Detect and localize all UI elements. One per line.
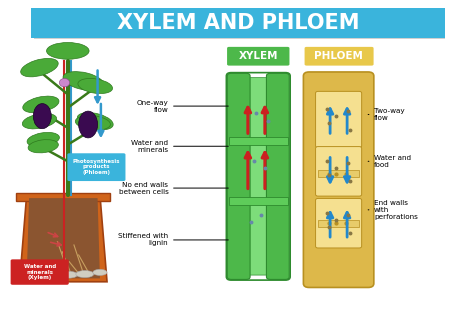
FancyBboxPatch shape bbox=[316, 91, 362, 148]
Text: One-way
flow: One-way flow bbox=[137, 99, 168, 113]
Ellipse shape bbox=[76, 270, 94, 278]
Text: End walls
with
perforations: End walls with perforations bbox=[374, 200, 418, 220]
Text: XYLEM AND PHLOEM: XYLEM AND PHLOEM bbox=[117, 13, 360, 33]
FancyBboxPatch shape bbox=[316, 146, 362, 196]
FancyBboxPatch shape bbox=[303, 72, 374, 288]
FancyBboxPatch shape bbox=[67, 153, 126, 181]
Ellipse shape bbox=[33, 103, 51, 129]
Text: Water and
minerals: Water and minerals bbox=[131, 140, 168, 153]
Ellipse shape bbox=[44, 272, 62, 279]
Ellipse shape bbox=[46, 43, 89, 59]
Text: Water and
food: Water and food bbox=[374, 155, 411, 168]
FancyBboxPatch shape bbox=[266, 73, 289, 280]
Ellipse shape bbox=[21, 58, 58, 77]
FancyBboxPatch shape bbox=[316, 199, 362, 248]
Text: Photosynthesis
products
(Phloem): Photosynthesis products (Phloem) bbox=[73, 159, 120, 175]
FancyBboxPatch shape bbox=[228, 73, 250, 280]
Ellipse shape bbox=[27, 132, 59, 147]
Text: XYLEM: XYLEM bbox=[238, 51, 278, 61]
Ellipse shape bbox=[59, 79, 70, 87]
Text: No end walls
between cells: No end walls between cells bbox=[118, 181, 168, 195]
Bar bbox=[318, 219, 359, 227]
Bar bbox=[318, 170, 359, 177]
Bar bbox=[229, 137, 288, 145]
Polygon shape bbox=[27, 198, 100, 279]
Text: Water and
minerals
(Xylem): Water and minerals (Xylem) bbox=[24, 264, 56, 280]
Ellipse shape bbox=[27, 270, 46, 277]
Ellipse shape bbox=[75, 116, 110, 130]
Text: Two-way
flow: Two-way flow bbox=[374, 108, 405, 121]
FancyBboxPatch shape bbox=[10, 259, 69, 285]
Ellipse shape bbox=[61, 271, 77, 278]
FancyBboxPatch shape bbox=[31, 8, 445, 38]
Ellipse shape bbox=[63, 72, 104, 90]
FancyBboxPatch shape bbox=[34, 10, 445, 39]
FancyBboxPatch shape bbox=[305, 47, 374, 66]
Ellipse shape bbox=[28, 140, 58, 153]
Polygon shape bbox=[19, 195, 107, 282]
Text: Stiffened with
lignin: Stiffened with lignin bbox=[118, 234, 168, 246]
Ellipse shape bbox=[93, 269, 107, 276]
Ellipse shape bbox=[78, 79, 112, 93]
FancyBboxPatch shape bbox=[241, 78, 275, 275]
Bar bbox=[229, 198, 288, 206]
FancyBboxPatch shape bbox=[227, 47, 290, 66]
Ellipse shape bbox=[22, 114, 56, 129]
Bar bbox=[16, 193, 110, 202]
Ellipse shape bbox=[79, 111, 98, 138]
Ellipse shape bbox=[23, 96, 59, 113]
Text: PHLOEM: PHLOEM bbox=[314, 51, 363, 61]
Ellipse shape bbox=[77, 113, 113, 130]
